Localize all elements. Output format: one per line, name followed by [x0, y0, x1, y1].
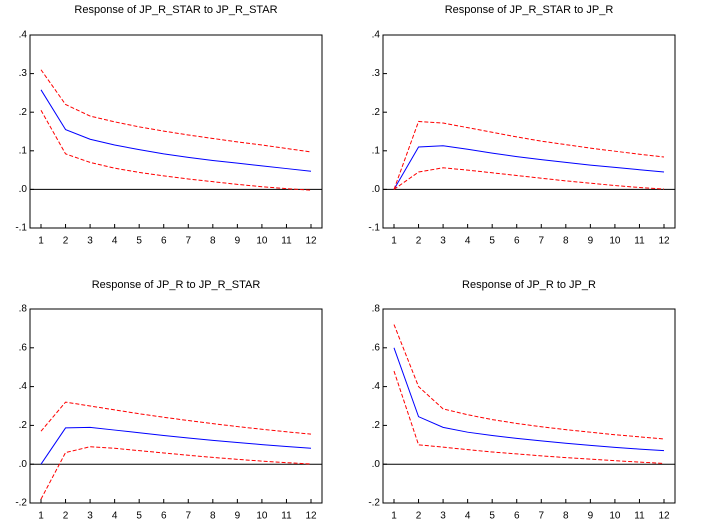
y-tick-label: .8: [19, 304, 28, 315]
x-tick-label: 5: [489, 236, 495, 247]
y-tick-label: .1: [19, 145, 28, 156]
x-tick-label: 9: [588, 236, 594, 247]
x-tick-label: 1: [38, 511, 44, 522]
y-tick-label: .4: [19, 30, 28, 41]
y-tick-label: .3: [19, 68, 28, 79]
x-tick-label: 2: [416, 511, 422, 522]
x-tick-label: 10: [256, 236, 268, 247]
y-tick-label: .0: [372, 184, 381, 195]
y-tick-label: .4: [372, 30, 381, 41]
x-tick-label: 8: [563, 511, 569, 522]
panel-title: Response of JP_R to JP_R: [462, 279, 596, 291]
x-tick-label: 11: [281, 236, 292, 247]
y-tick-label: .0: [372, 459, 381, 470]
x-tick-label: 6: [514, 511, 520, 522]
x-tick-label: 11: [281, 511, 292, 522]
plot-frame: [382, 34, 676, 229]
x-tick-label: 9: [235, 236, 241, 247]
x-tick-label: 4: [112, 236, 118, 247]
band-line: [393, 167, 665, 190]
band-line: [40, 401, 312, 435]
panel-title: Response of JP_R to JP_R_STAR: [92, 279, 261, 291]
panel-title: Response of JP_R_STAR to JP_R_STAR: [74, 4, 277, 16]
x-tick-label: 10: [609, 236, 621, 247]
band-line: [393, 370, 665, 464]
band-line: [393, 324, 665, 440]
x-tick-label: 10: [609, 511, 621, 522]
x-tick-label: 5: [136, 236, 142, 247]
y-tick-label: .2: [19, 420, 28, 431]
x-tick-label: 1: [391, 236, 397, 247]
x-tick-label: 4: [112, 511, 118, 522]
x-tick-label: 2: [416, 236, 422, 247]
x-tick-label: 7: [185, 236, 191, 247]
y-tick-label: -.2: [15, 498, 27, 509]
y-tick-label: .1: [372, 145, 381, 156]
x-tick-label: 7: [538, 511, 544, 522]
response-line: [393, 145, 665, 190]
y-tick-label: .8: [372, 304, 381, 315]
x-tick-label: 12: [658, 236, 670, 247]
x-tick-label: 6: [514, 236, 520, 247]
y-tick-label: .2: [372, 420, 381, 431]
x-tick-label: 11: [634, 511, 645, 522]
x-tick-label: 7: [185, 511, 191, 522]
y-tick-label: .6: [372, 342, 381, 353]
plot-frame: [29, 34, 323, 229]
x-tick-label: 2: [63, 511, 69, 522]
x-tick-label: 11: [634, 236, 645, 247]
x-tick-label: 12: [305, 511, 317, 522]
x-tick-label: 8: [563, 236, 569, 247]
response-line: [40, 89, 312, 172]
x-tick-label: 3: [440, 236, 446, 247]
response-line: [40, 426, 312, 465]
plot-frame: [29, 308, 323, 504]
y-tick-label: .4: [19, 381, 28, 392]
y-tick-label: .2: [19, 107, 28, 118]
x-tick-label: 7: [538, 236, 544, 247]
band-line: [40, 69, 312, 153]
y-tick-label: -.1: [368, 223, 380, 234]
x-tick-label: 5: [136, 511, 142, 522]
y-tick-label: -.2: [368, 498, 380, 509]
y-tick-label: .2: [372, 107, 381, 118]
x-tick-label: 10: [256, 511, 268, 522]
x-tick-label: 12: [305, 236, 317, 247]
x-tick-label: 9: [235, 511, 241, 522]
x-tick-label: 2: [63, 236, 69, 247]
response-line: [393, 347, 665, 452]
band-line: [40, 446, 312, 500]
band-line: [40, 110, 312, 191]
x-tick-label: 4: [465, 511, 471, 522]
x-tick-label: 8: [210, 236, 216, 247]
x-tick-label: 12: [658, 511, 670, 522]
y-tick-label: .0: [19, 459, 28, 470]
x-tick-label: 9: [588, 511, 594, 522]
x-tick-label: 6: [161, 236, 167, 247]
x-tick-label: 3: [87, 511, 93, 522]
band-line: [393, 120, 665, 190]
x-tick-label: 5: [489, 511, 495, 522]
x-tick-label: 1: [38, 236, 44, 247]
y-tick-label: .6: [19, 342, 28, 353]
y-tick-label: .4: [372, 381, 381, 392]
y-tick-label: -.1: [15, 223, 27, 234]
plot-frame: [382, 308, 676, 504]
x-tick-label: 3: [87, 236, 93, 247]
panel-title: Response of JP_R_STAR to JP_R: [445, 4, 614, 16]
y-tick-label: .3: [372, 68, 381, 79]
x-tick-label: 1: [391, 511, 397, 522]
y-tick-label: .0: [19, 184, 28, 195]
x-tick-label: 6: [161, 511, 167, 522]
x-tick-label: 8: [210, 511, 216, 522]
x-tick-label: 4: [465, 236, 471, 247]
x-tick-label: 3: [440, 511, 446, 522]
